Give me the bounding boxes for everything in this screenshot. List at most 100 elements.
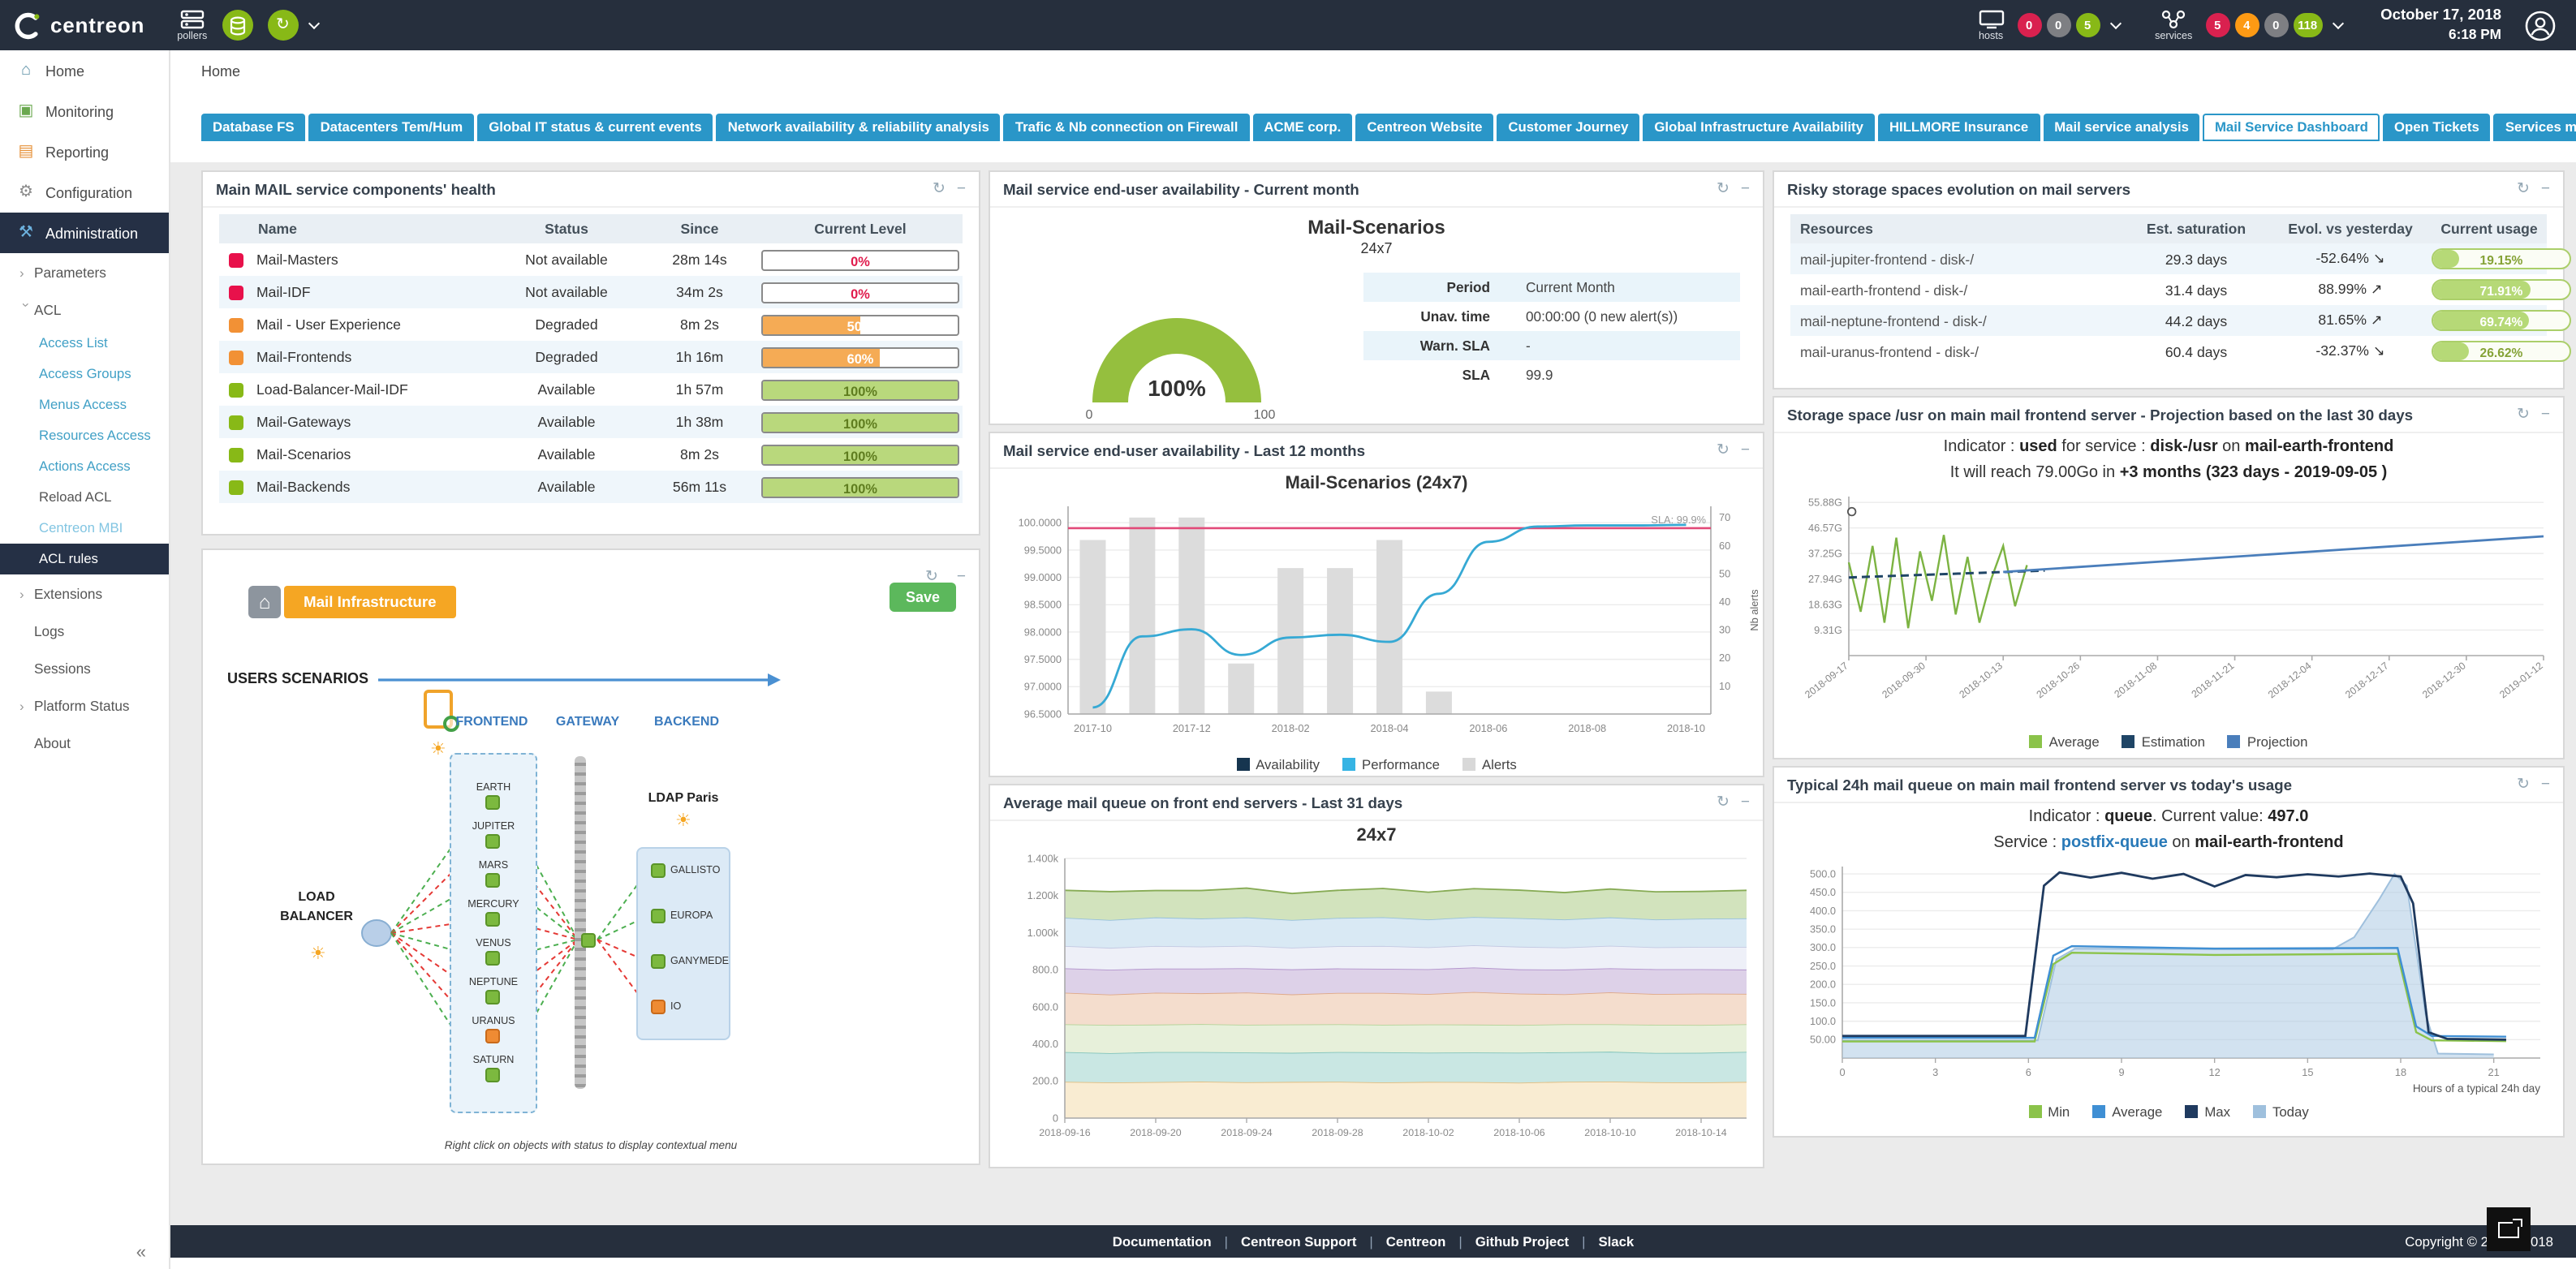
services-status[interactable]: services 5 4 0 118: [2155, 9, 2345, 41]
table-row[interactable]: Mail-Masters Not available 28m 14s 0%: [219, 243, 963, 276]
refresh-icon[interactable]: ↻: [2516, 180, 2530, 198]
table-row[interactable]: mail-earth-frontend - disk-/ 31.4 days 88.…: [1790, 274, 2571, 305]
services-count-badge[interactable]: 118: [2293, 13, 2323, 37]
sidebar-item-home[interactable]: ⌂ Home: [0, 50, 169, 91]
sidebar-item-configuration[interactable]: ⚙ Configuration: [0, 172, 169, 213]
tab-customer-journey[interactable]: Customer Journey: [1497, 114, 1640, 141]
node-saturn[interactable]: [485, 1068, 500, 1082]
sidebar-link-access-list[interactable]: Access List: [39, 334, 108, 351]
sidebar-item-monitoring[interactable]: ▣ Monitoring: [0, 91, 169, 131]
breadcrumb[interactable]: Home: [201, 63, 241, 80]
sidebar-link-reload-acl[interactable]: Reload ACL: [39, 488, 112, 505]
sidebar-section-parameters[interactable]: › Parameters: [0, 253, 169, 290]
footer-link-centreon-support[interactable]: Centreon Support: [1241, 1233, 1357, 1250]
refresh-icon[interactable]: ↻: [2516, 776, 2530, 794]
refresh-icon[interactable]: ↻: [932, 180, 946, 198]
tab-database-fs[interactable]: Database FS: [201, 114, 306, 141]
pollers-menu[interactable]: pollers: [177, 9, 207, 41]
refresh-icon[interactable]: ↻: [1716, 441, 1730, 459]
services-count-badge[interactable]: 4: [2234, 13, 2259, 37]
services-count-badge[interactable]: 0: [2264, 13, 2289, 37]
map-title-chip[interactable]: Mail Infrastructure: [284, 586, 456, 618]
sidebar-link-centreon-mbi[interactable]: Centreon MBI: [39, 519, 123, 536]
footer-link-github-project[interactable]: Github Project: [1475, 1233, 1570, 1250]
databases-status-icon[interactable]: [222, 10, 253, 41]
services-chevron-icon[interactable]: [2332, 16, 2344, 29]
minimize-icon[interactable]: −: [2540, 776, 2550, 794]
refresh-icon[interactable]: ↻: [1716, 794, 1730, 811]
minimize-icon[interactable]: −: [2540, 180, 2550, 198]
save-button[interactable]: Save: [889, 583, 956, 612]
tab-mail-service-analysis[interactable]: Mail service analysis: [2043, 114, 2200, 141]
tab-acme-corp[interactable]: ACME corp.: [1252, 114, 1353, 141]
minimize-icon[interactable]: −: [1740, 441, 1750, 459]
node-mars[interactable]: [485, 873, 500, 888]
refresh-icon[interactable]: ↻: [2516, 406, 2530, 424]
tab-centreon-website[interactable]: Centreon Website: [1355, 114, 1494, 141]
sidebar-section-extensions[interactable]: › Extensions: [0, 574, 169, 612]
tab-services-map[interactable]: Services map: [2493, 114, 2576, 141]
refresh-icon[interactable]: ↻: [925, 568, 938, 586]
table-row[interactable]: mail-neptune-frontend - disk-/ 44.2 days 8…: [1790, 305, 2571, 336]
sidebar-link-resources-access[interactable]: Resources Access: [39, 427, 151, 443]
sidebar-section-logs[interactable]: ›Logs: [0, 612, 169, 649]
table-row[interactable]: Load-Balancer-Mail-IDF Available 1h 57m 100…: [219, 373, 963, 406]
node-mercury[interactable]: [485, 912, 500, 927]
refresh-icon[interactable]: ↻: [1716, 180, 1730, 198]
sidebar-section-about[interactable]: ›About: [0, 724, 169, 761]
node-jupiter[interactable]: [485, 834, 500, 849]
minimize-icon[interactable]: −: [956, 180, 966, 198]
sidebar-link-access-groups[interactable]: Access Groups: [39, 365, 131, 381]
node-neptune[interactable]: [485, 990, 500, 1004]
sidebar-section-platform-status[interactable]: › Platform Status: [0, 686, 169, 724]
sidebar-link-menus-access[interactable]: Menus Access: [39, 396, 127, 412]
sidebar-section-acl[interactable]: › ACL: [0, 290, 169, 328]
footer-link-documentation[interactable]: Documentation: [1112, 1233, 1212, 1250]
tab-trafic-nb-connection-on-firewall[interactable]: Trafic & Nb connection on Firewall: [1003, 114, 1250, 141]
sidebar-section-sessions[interactable]: ›Sessions: [0, 649, 169, 686]
node-europa[interactable]: [651, 909, 666, 923]
table-row[interactable]: mail-jupiter-frontend - disk-/ 29.3 days -…: [1790, 243, 2571, 274]
sidebar-link-actions-access[interactable]: Actions Access: [39, 458, 131, 474]
minimize-icon[interactable]: −: [1740, 794, 1750, 811]
footer-link-slack[interactable]: Slack: [1598, 1233, 1635, 1250]
table-row[interactable]: Mail-Backends Available 56m 11s 100%: [219, 471, 963, 503]
home-icon[interactable]: ⌂: [248, 586, 281, 618]
table-row[interactable]: Mail-Scenarios Available 8m 2s 100%: [219, 438, 963, 471]
tab-global-it-status-current-events[interactable]: Global IT status & current events: [477, 114, 713, 141]
fullscreen-button[interactable]: [2487, 1207, 2531, 1251]
latency-status-icon[interactable]: ↻: [267, 10, 299, 41]
node-uranus[interactable]: [485, 1029, 500, 1043]
services-count-badge[interactable]: 5: [2205, 13, 2230, 37]
tab-network-availability-reliability-analysis[interactable]: Network availability & reliability analy…: [716, 114, 1001, 141]
hosts-count-badge[interactable]: 0: [2017, 13, 2042, 37]
table-row[interactable]: Mail-IDF Not available 34m 2s 0%: [219, 276, 963, 308]
table-row[interactable]: mail-uranus-frontend - disk-/ 60.4 days -3…: [1790, 336, 2571, 367]
centreon-logo[interactable]: centreon: [13, 11, 144, 40]
tab-datacenters-tem-hum[interactable]: Datacenters Tem/Hum: [308, 114, 475, 141]
pollers-chevron-icon[interactable]: [308, 16, 320, 29]
hosts-count-badge[interactable]: 5: [2075, 13, 2100, 37]
tab-global-infrastructure-availability[interactable]: Global Infrastructure Availability: [1643, 114, 1875, 141]
node-earth[interactable]: [485, 795, 500, 810]
user-avatar[interactable]: [2524, 9, 2557, 41]
node-gateway[interactable]: [581, 933, 596, 948]
sidebar-collapse-button[interactable]: «: [136, 1243, 146, 1263]
sidebar-item-administration[interactable]: ⚒ Administration: [0, 213, 169, 253]
node-venus[interactable]: [485, 951, 500, 966]
minimize-icon[interactable]: −: [956, 568, 966, 586]
hosts-count-badge[interactable]: 0: [2046, 13, 2071, 37]
sidebar-item-reporting[interactable]: ▤ Reporting: [0, 131, 169, 172]
sidebar-link-acl-rules[interactable]: ACL rules: [0, 544, 169, 574]
tab-hillmore-insurance[interactable]: HILLMORE Insurance: [1877, 114, 2040, 141]
minimize-icon[interactable]: −: [2540, 406, 2550, 424]
node-io[interactable]: [651, 1000, 666, 1014]
hosts-chevron-icon[interactable]: [2109, 16, 2122, 29]
minimize-icon[interactable]: −: [1740, 180, 1750, 198]
footer-link-centreon[interactable]: Centreon: [1385, 1233, 1446, 1250]
table-row[interactable]: Mail - User Experience Degraded 8m 2s 50%: [219, 308, 963, 341]
table-row[interactable]: Mail-Frontends Degraded 1h 16m 60%: [219, 341, 963, 373]
node-ganymede[interactable]: [651, 954, 666, 969]
tab-open-tickets[interactable]: Open Tickets: [2382, 114, 2491, 141]
